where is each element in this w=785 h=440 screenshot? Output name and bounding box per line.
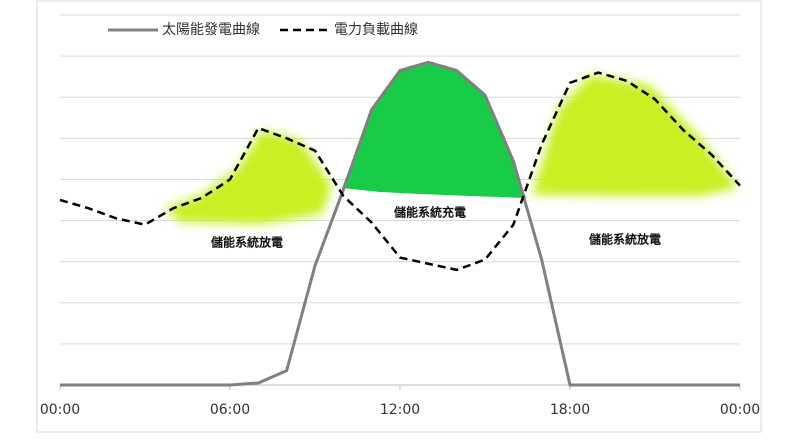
x-tick-label: 00:00 [720, 402, 760, 418]
x-tick-label: 12:00 [380, 402, 420, 418]
x-tick-label: 06:00 [210, 402, 250, 418]
charge-area [342, 62, 526, 198]
legend-label: 太陽能發電曲線 [162, 22, 260, 38]
series-line [59, 71, 741, 272]
discharge-area [532, 75, 738, 196]
series-line [60, 60, 740, 387]
discharge-area [165, 130, 332, 224]
x-tick-label: 18:00 [550, 402, 590, 418]
x-tick-label: 00:00 [40, 402, 80, 418]
legend-label: 電力負載曲線 [334, 22, 418, 38]
annotation: 儲能系統放電 [589, 232, 661, 247]
annotation: 儲能系統放電 [211, 235, 283, 250]
annotation: 儲能系統充電 [394, 205, 466, 220]
